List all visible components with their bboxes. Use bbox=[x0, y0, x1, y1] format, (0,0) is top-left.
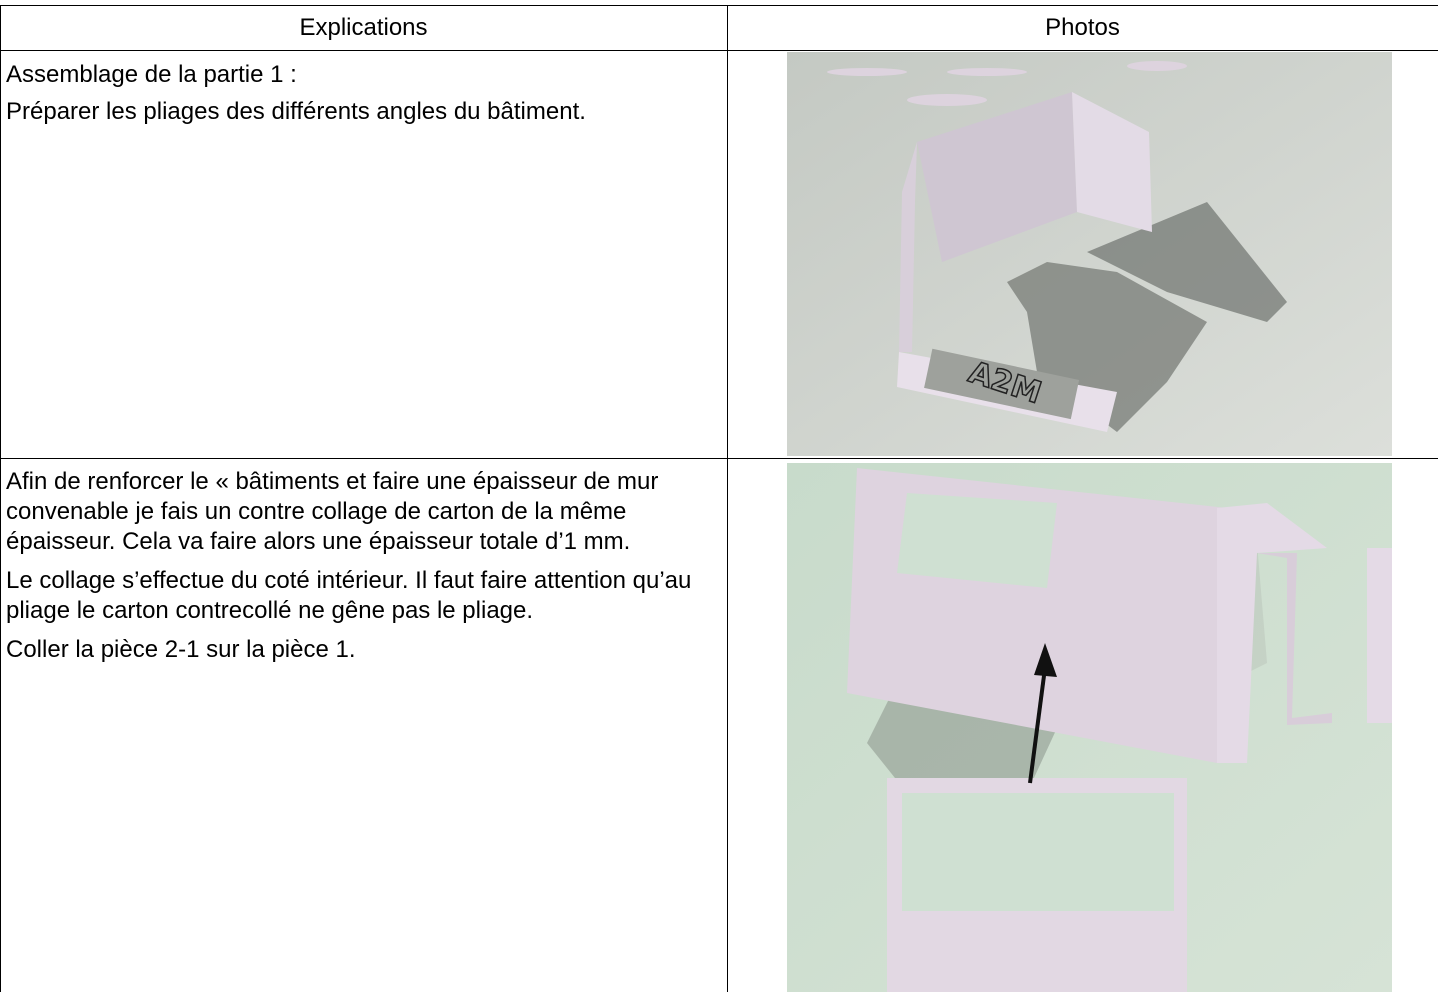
table-border bbox=[0, 5, 1438, 6]
table-border bbox=[0, 458, 1438, 459]
table-border bbox=[0, 50, 1438, 51]
paragraph: Le collage s’effectue du coté intérieur.… bbox=[6, 567, 692, 624]
text-cell: Afin de renforcer le « bâtiments et fair… bbox=[6, 467, 718, 672]
header-cell: Explications bbox=[299, 14, 428, 41]
table-border bbox=[0, 5, 1, 992]
header-cell: Photos bbox=[1045, 14, 1120, 41]
paragraph: Assemblage de la partie 1 : bbox=[6, 61, 297, 88]
text-cell: Assemblage de la partie 1 : Préparer les… bbox=[6, 60, 718, 134]
paragraph: Coller la pièce 2-1 sur la pièce 1. bbox=[6, 636, 356, 663]
photo bbox=[787, 463, 1392, 992]
arrow-head bbox=[1034, 643, 1057, 677]
paragraph: Afin de renforcer le « bâtiments et fair… bbox=[6, 468, 659, 555]
arrow bbox=[1028, 667, 1047, 784]
table-border bbox=[727, 5, 728, 992]
paragraph: Préparer les pliages des différents angl… bbox=[6, 98, 586, 125]
photo: A2M bbox=[787, 52, 1392, 456]
